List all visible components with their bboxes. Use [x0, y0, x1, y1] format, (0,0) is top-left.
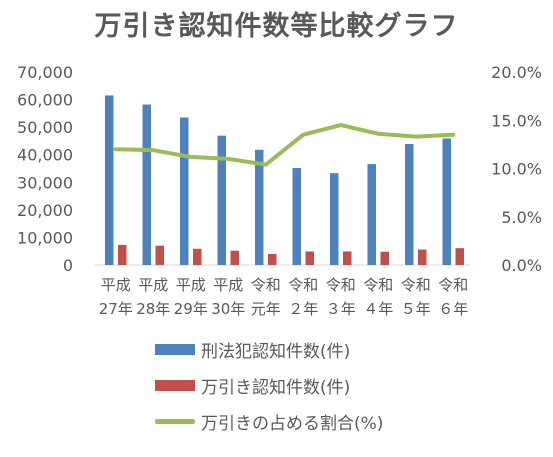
- line-shoplifting-ratio: [113, 123, 456, 167]
- y-right-tick-label: 5.0%: [501, 208, 542, 227]
- x-tick-label-era: 平成: [101, 276, 131, 294]
- x-tick-label-era: 令和: [288, 276, 318, 294]
- bar-shoplifting: [193, 248, 202, 265]
- x-tick-label-era: 令和: [438, 276, 468, 294]
- bar-shoplifting: [230, 250, 239, 265]
- legend-item-shoplifting: 万引き認知件数(件): [155, 373, 350, 398]
- x-tick-label-year: 28年: [136, 300, 170, 318]
- y-right-tick-label: 15.0%: [491, 111, 542, 130]
- x-tick-label-era: 令和: [363, 276, 393, 294]
- x-tick-label-year: ６年: [438, 300, 468, 318]
- bar-total-crimes: [367, 164, 376, 265]
- x-tick-label-year: ３年: [326, 300, 356, 318]
- bar-total-crimes: [180, 117, 189, 265]
- bar-shoplifting: [118, 244, 127, 265]
- y-left-tick-label: 70,000: [17, 63, 73, 82]
- legend-swatch-total-crimes: [155, 344, 195, 355]
- x-tick-label-era: 令和: [326, 276, 356, 294]
- x-tick-label-year: ５年: [401, 300, 431, 318]
- y-left-tick-label: 60,000: [17, 91, 73, 110]
- x-tick-label-year: 元年: [251, 300, 281, 318]
- bar-shoplifting: [380, 251, 389, 265]
- x-tick-label-year: ４年: [363, 300, 393, 318]
- y-left-tick-label: 20,000: [17, 201, 73, 220]
- bar-total-crimes: [217, 135, 226, 265]
- y-right-tick-label: 20.0%: [491, 63, 542, 82]
- legend-swatch-shoplifting-ratio: [155, 419, 195, 424]
- y-left-tick-label: 10,000: [17, 228, 73, 247]
- x-tick-label-year: 27年: [99, 300, 133, 318]
- bar-shoplifting: [418, 249, 427, 265]
- bar-total-crimes: [292, 167, 301, 265]
- x-tick-label-era: 平成: [213, 276, 243, 294]
- x-tick-label-era: 令和: [401, 276, 431, 294]
- bar-shoplifting: [155, 245, 164, 265]
- chart-title: 万引き認知件数等比較グラフ: [94, 11, 459, 42]
- legend-item-shoplifting-ratio: 万引きの占める割合(%): [155, 409, 383, 434]
- legend-label-shoplifting: 万引き認知件数(件): [201, 378, 351, 398]
- y-left-tick-label: 0: [63, 256, 73, 275]
- x-tick-label-year: 30年: [211, 300, 245, 318]
- x-tick-label-year: 29年: [174, 300, 208, 318]
- x-tick-label-year: ２年: [288, 300, 318, 318]
- legend-swatch-shoplifting: [155, 380, 195, 391]
- legend-item-total-crimes: 刑法犯認知件数(件): [155, 337, 350, 362]
- bar-total-crimes: [255, 149, 264, 265]
- bar-total-crimes: [105, 95, 114, 265]
- bar-shoplifting: [455, 248, 464, 265]
- bar-total-crimes: [142, 104, 151, 265]
- y-right-tick-label: 10.0%: [491, 160, 542, 179]
- y-right-tick-label: 0.0%: [501, 256, 542, 275]
- legend-label-shoplifting-ratio: 万引きの占める割合(%): [201, 414, 384, 434]
- bar-shoplifting: [305, 251, 314, 265]
- bar-shoplifting: [268, 253, 277, 265]
- y-left-tick-label: 40,000: [17, 146, 73, 165]
- y-left-tick-label: 30,000: [17, 173, 73, 192]
- x-tick-label-era: 令和: [251, 276, 281, 294]
- x-tick-label-era: 平成: [138, 276, 168, 294]
- legend-label-total-crimes: 刑法犯認知件数(件): [201, 342, 351, 362]
- bar-total-crimes: [405, 143, 414, 265]
- y-left-tick-label: 50,000: [17, 118, 73, 137]
- bar-total-crimes: [442, 138, 451, 265]
- bar-shoplifting: [343, 251, 352, 265]
- chart-plot: 0 10,000 20,000 30,000 40,000 50,000 60,000 70,…: [17, 63, 542, 318]
- x-tick-label-era: 平成: [176, 276, 206, 294]
- bar-total-crimes: [330, 173, 339, 265]
